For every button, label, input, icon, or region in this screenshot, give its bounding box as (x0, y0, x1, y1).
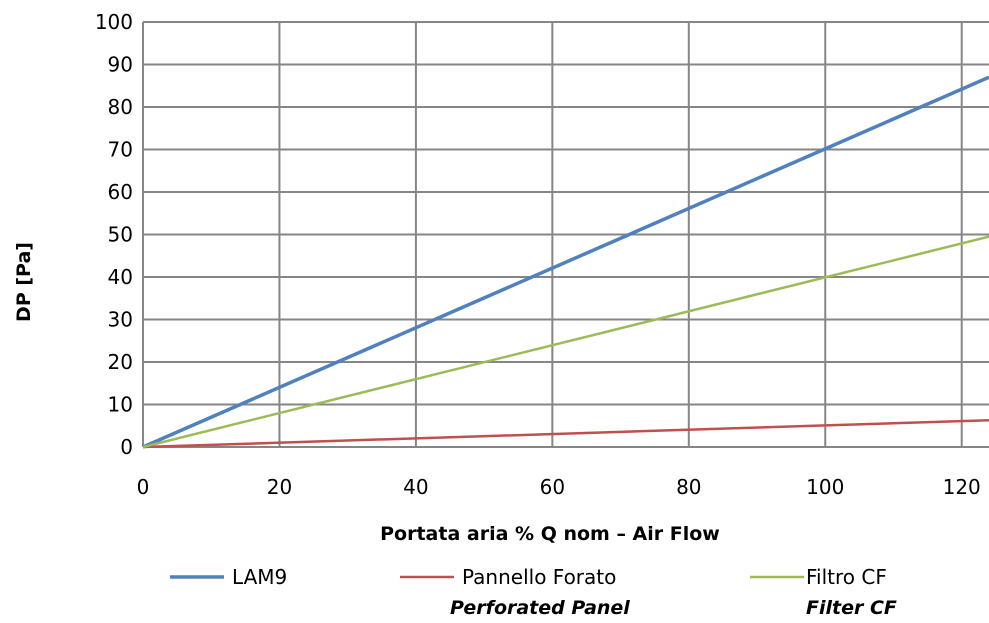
x-tick-label: 120 (943, 475, 981, 499)
legend-label-3: Filtro CF (806, 565, 887, 589)
y-tick-label: 10 (108, 393, 133, 417)
y-tick-label: 30 (108, 308, 133, 332)
legend-label-1: LAM9 (232, 565, 287, 589)
legend-label-2: Pannello Forato (462, 565, 616, 589)
y-tick-label: 40 (108, 265, 133, 289)
series-line-1 (142, 75, 989, 449)
y-tick-label: 60 (108, 180, 133, 204)
y-tick-label: 100 (95, 10, 133, 34)
x-tick-label: 0 (137, 475, 150, 499)
y-tick-label: 90 (108, 53, 133, 77)
series-layer (142, 75, 989, 449)
legend-sublabel-2: Perforated Panel (450, 597, 630, 619)
x-tick-label: 40 (403, 475, 428, 499)
x-tick-label: 80 (676, 475, 701, 499)
series-line-2 (142, 418, 989, 449)
legend-sublabel-3: Filter CF (806, 597, 897, 619)
y-tick-label: 80 (108, 95, 133, 119)
y-tick-label: 20 (108, 350, 133, 374)
grid-lines (142, 21, 989, 448)
x-tick-label: 60 (540, 475, 565, 499)
legend: LAM9 Pannello Forato Perforated Panel Filtr… (170, 565, 897, 619)
y-tick-label: 70 (108, 138, 133, 162)
y-axis-ticks: 0 10 20 30 40 50 60 70 80 90 100 (95, 10, 133, 459)
y-tick-label: 0 (120, 435, 133, 459)
y-axis-label: DP [Pa] (13, 242, 35, 322)
series-line-3 (142, 235, 989, 449)
plot-area (142, 22, 989, 448)
y-tick-label: 50 (108, 223, 133, 247)
x-axis-label: Portata aria % Q nom – Air Flow (380, 523, 720, 545)
x-tick-label: 100 (806, 475, 844, 499)
x-tick-label: 20 (267, 475, 292, 499)
x-axis-ticks: 0 20 40 60 80 100 120 (137, 475, 981, 499)
